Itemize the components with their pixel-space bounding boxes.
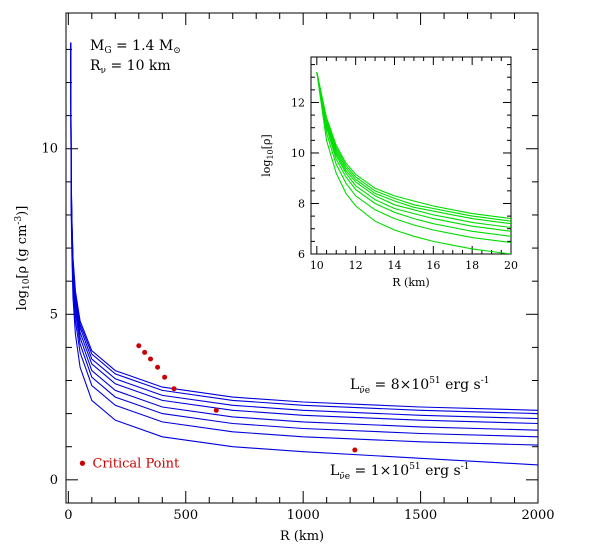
x-tick-label: 1500 [404,508,437,523]
x-axis-title: R (km) [280,529,324,544]
y-tick-label: 10 [41,142,58,157]
main-plot-frame [65,12,539,504]
inset-curve-5 [316,72,511,232]
inset-y-tick-label: 10 [291,147,305,160]
y-tick-label: 0 [50,473,58,488]
inset-curve-2 [316,72,511,222]
bottom-luminosity-label: Lν̄e = 1×1051 erg s-1 [330,462,469,482]
inset-x-tick-label: 16 [426,259,440,272]
inset-y-tick-label: 6 [298,248,305,261]
critical-point-legend-label: Critical Point [92,456,180,471]
inset-x-tick-label: 12 [349,259,363,272]
inset-curves [316,72,511,254]
inset-curve-4 [316,72,511,229]
x-tick-label: 2000 [521,508,554,523]
x-tick-label: 1000 [287,508,320,523]
top-luminosity-label: Lν̄e = 8×1051 erg s-1 [350,376,489,396]
inset-y-tick-label: 12 [291,96,305,109]
inset-x-tick-label: 14 [387,259,401,272]
inset-y-axis-title: log10[ρ] [260,134,275,176]
density-curve-8 [70,42,538,466]
mass-annotation: MG = 1.4 M⊙ [90,38,181,56]
y-tick-label: 5 [50,307,58,322]
inset-curve-7 [316,72,511,244]
critical-point-marker [142,349,148,355]
inset-curve-3 [316,72,511,225]
critical-point-marker [352,447,358,453]
x-tick-label: 500 [173,508,198,523]
inset-y-tick-label: 8 [298,197,305,210]
inset-plot-frame [310,56,512,255]
inset-x-tick-label: 18 [465,259,479,272]
inset-curve-8 [316,72,511,254]
critical-point-marker [148,356,154,362]
critical-point-marker [162,374,168,380]
critical-point-marker [213,407,219,413]
main-curves [70,42,538,466]
y-axis-title: log10[ρ (g cm-3)] [14,206,32,311]
inset-x-tick-label: 10 [310,259,324,272]
inset-curve-1 [316,72,511,220]
inset-curve-6 [316,72,511,237]
critical-point-marker [155,364,161,370]
critical-point-marker [136,343,142,349]
radius-annotation: Rν = 10 km [90,58,171,76]
critical-point-legend-marker [79,460,86,466]
x-tick-label: 0 [64,508,72,523]
inset-x-axis-title: R (km) [392,276,429,289]
critical-point-marker [171,386,177,392]
inset-x-tick-label: 20 [504,259,518,272]
